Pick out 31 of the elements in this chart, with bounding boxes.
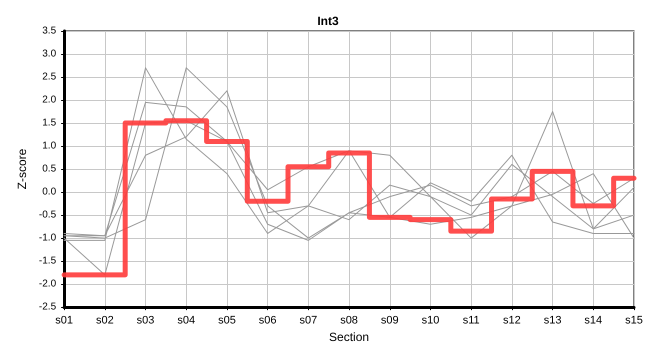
y-tick-label: 0.5 [42,164,57,175]
x-tick-label: s15 [625,314,643,327]
x-tick-label: s05 [218,314,236,327]
y-tick-label: -2.0 [38,278,57,290]
y-tick-label: 2.5 [42,72,57,83]
y-tick-label: -0.5 [38,210,57,221]
y-tick-label: 3.5 [42,26,57,36]
x-tick-label: s09 [380,314,399,327]
x-tick-label: s14 [584,314,602,327]
y-tick-label: 1.0 [42,140,57,152]
y-tick-label: -2.5 [38,302,57,313]
x-tick-label: s04 [177,314,196,327]
x-tick-label: s08 [340,314,358,327]
y-tick-label: 2.0 [42,94,57,106]
x-tick-label: s02 [96,314,114,327]
y-tick-label: 1.5 [42,118,57,129]
x-tick-label: s03 [136,314,154,327]
y-axis-title: Z-score [15,148,29,190]
y-tick-label: 0.0 [42,186,57,198]
x-tick-label: s06 [258,314,277,327]
x-axis-title: Section [329,330,370,344]
x-tick-label: s07 [299,314,318,327]
x-tick-label: s01 [55,314,74,327]
x-tick-label: s13 [544,314,562,327]
chart-title: Int3 [317,14,339,28]
x-tick-label: s12 [503,314,521,327]
x-tick-label: s10 [422,314,440,327]
x-tick-label: s11 [462,314,480,327]
y-tick-label: -1.0 [38,232,57,244]
y-tick-label: 3.0 [42,48,57,60]
y-tick-label: -1.5 [38,256,57,267]
